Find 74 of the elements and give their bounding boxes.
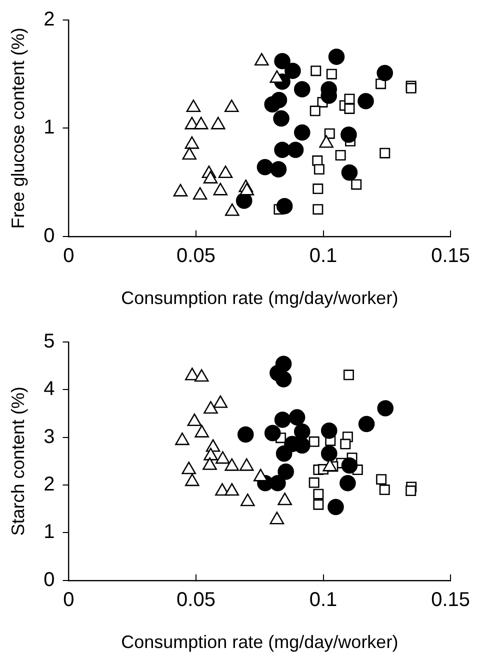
point bbox=[380, 148, 390, 158]
point bbox=[341, 164, 358, 181]
point bbox=[276, 445, 292, 462]
point bbox=[312, 184, 324, 194]
point bbox=[326, 68, 337, 80]
point bbox=[340, 474, 356, 492]
point bbox=[270, 92, 288, 108]
point bbox=[324, 128, 335, 139]
point bbox=[276, 198, 293, 214]
point bbox=[256, 159, 274, 176]
y-tick-label: 4 bbox=[44, 378, 55, 400]
point bbox=[340, 126, 357, 143]
point bbox=[340, 438, 351, 450]
point bbox=[313, 488, 324, 500]
point bbox=[314, 164, 324, 175]
x-tick-label: 0.15 bbox=[431, 588, 470, 611]
point bbox=[358, 93, 374, 110]
point bbox=[275, 371, 292, 388]
point bbox=[287, 142, 304, 158]
y-tick-label: 5 bbox=[44, 330, 55, 353]
point bbox=[294, 124, 310, 141]
y-tick-label: 1 bbox=[44, 116, 55, 139]
y-tick-label: 2 bbox=[44, 474, 55, 496]
point bbox=[341, 457, 358, 474]
point bbox=[377, 400, 394, 416]
point bbox=[328, 498, 344, 516]
point bbox=[320, 422, 338, 439]
point bbox=[406, 486, 416, 496]
point bbox=[313, 499, 324, 510]
point bbox=[335, 150, 346, 160]
x-tick-label: 0.05 bbox=[176, 244, 216, 267]
point bbox=[320, 445, 338, 462]
x-tick-label: 0.15 bbox=[431, 244, 470, 267]
point bbox=[351, 179, 362, 190]
x-tick-label: 0 bbox=[63, 244, 74, 267]
point bbox=[310, 66, 322, 76]
point bbox=[344, 103, 355, 114]
point bbox=[294, 423, 310, 440]
x-axis-title: Consumption rate (mg/day/worker) bbox=[121, 288, 398, 308]
point bbox=[308, 477, 320, 488]
point bbox=[274, 52, 290, 70]
y-tick-label: 3 bbox=[44, 426, 55, 448]
y-tick-label: 2 bbox=[44, 8, 55, 31]
point bbox=[264, 424, 281, 442]
point bbox=[312, 204, 324, 215]
point bbox=[379, 484, 390, 496]
x-tick-label: 0.1 bbox=[309, 588, 338, 611]
point bbox=[274, 412, 291, 428]
point bbox=[237, 426, 254, 443]
y-tick-label: 0 bbox=[44, 224, 55, 247]
point bbox=[288, 409, 306, 426]
point bbox=[376, 64, 394, 82]
y-axis-title: Starch content (%) bbox=[8, 386, 28, 536]
point bbox=[273, 110, 290, 127]
y-axis-title: Free glucose content (%) bbox=[8, 28, 28, 229]
x-tick-label: 0.1 bbox=[309, 244, 338, 267]
point bbox=[274, 142, 290, 158]
point bbox=[308, 436, 320, 447]
point bbox=[328, 48, 345, 65]
point bbox=[344, 94, 355, 104]
point bbox=[278, 464, 294, 480]
y-tick-label: 1 bbox=[44, 521, 55, 544]
y-tick-label: 0 bbox=[44, 568, 55, 591]
point bbox=[270, 474, 286, 492]
point bbox=[376, 474, 387, 485]
point bbox=[343, 370, 354, 380]
x-tick-label: 0.05 bbox=[176, 588, 216, 611]
point bbox=[310, 106, 320, 116]
x-tick-label: 0 bbox=[63, 588, 74, 611]
point bbox=[358, 416, 375, 432]
x-axis-title: Consumption rate (mg/day/worker) bbox=[121, 632, 398, 652]
point bbox=[270, 161, 287, 178]
point bbox=[294, 81, 310, 98]
point bbox=[284, 62, 301, 80]
